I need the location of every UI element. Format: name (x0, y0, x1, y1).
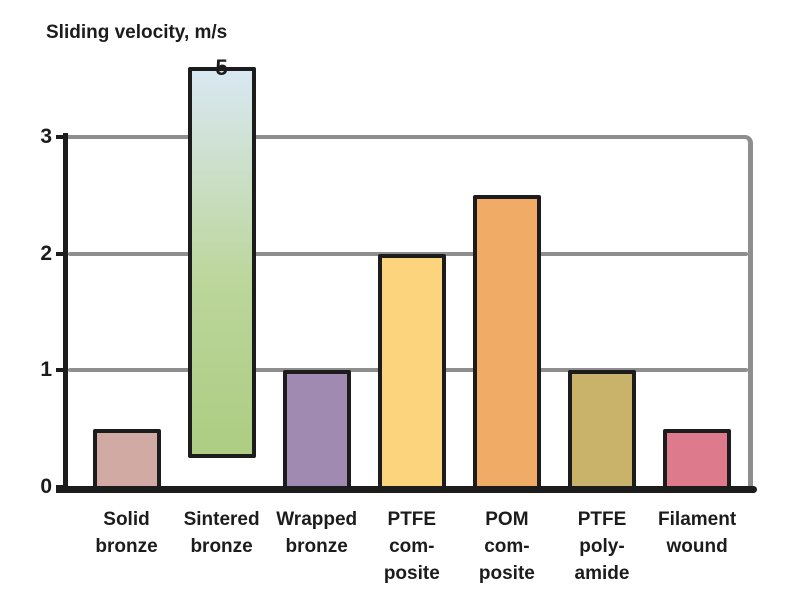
bar-wrapped-bronze (282, 370, 351, 492)
y-axis-line (63, 133, 68, 491)
x-axis-line (56, 486, 757, 493)
category-label-ptfe-polyamide: PTFE poly-amide (574, 509, 630, 584)
plot-frame (68, 135, 753, 493)
chart-title: Sliding velocity, m/s (46, 22, 228, 43)
y-tick-mark-2 (56, 251, 68, 256)
category-label-filament-wound: Filament wound (658, 509, 737, 557)
bar-sintered-bronze (187, 67, 256, 458)
category-label-ptfe-composite: PTFE com-posite (383, 509, 440, 584)
y-tick-mark-3 (56, 135, 68, 139)
category-label-pom-composite: POM com-posite (478, 509, 535, 584)
category-label-wrapped-bronze: Wrapped bronze (276, 509, 358, 557)
bar-filament-wound (663, 428, 732, 492)
y-tick-mark-1 (56, 368, 68, 373)
bar-solid-bronze (92, 428, 161, 492)
category-label-sintered-bronze: Sintered bronze (183, 509, 260, 557)
bar-pom-composite (472, 195, 541, 492)
category-label-solid-bronze: Solid bronze (95, 509, 158, 557)
y-tick-label-2: 2 (40, 241, 52, 265)
bar-ptfe-polyamide (568, 370, 636, 492)
y-tick-label-3: 3 (40, 125, 52, 148)
bar-ptfe-composite (377, 253, 446, 492)
bar-value-annotation: 5 (215, 55, 228, 80)
y-tick-label-0: 0 (40, 475, 52, 498)
y-tick-label-1: 1 (40, 358, 52, 382)
